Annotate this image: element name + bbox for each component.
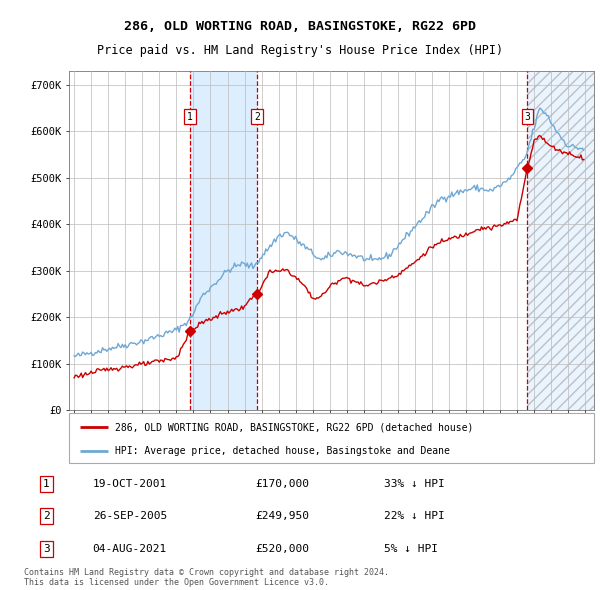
- Text: HPI: Average price, detached house, Basingstoke and Deane: HPI: Average price, detached house, Basi…: [115, 445, 450, 455]
- Text: £249,950: £249,950: [256, 512, 310, 521]
- Text: 04-AUG-2021: 04-AUG-2021: [93, 545, 167, 555]
- Text: 1: 1: [43, 479, 50, 489]
- Text: 286, OLD WORTING ROAD, BASINGSTOKE, RG22 6PD: 286, OLD WORTING ROAD, BASINGSTOKE, RG22…: [124, 20, 476, 33]
- Text: Price paid vs. HM Land Registry's House Price Index (HPI): Price paid vs. HM Land Registry's House …: [97, 44, 503, 57]
- Text: £520,000: £520,000: [256, 545, 310, 555]
- Text: 33% ↓ HPI: 33% ↓ HPI: [384, 479, 445, 489]
- Text: £170,000: £170,000: [256, 479, 310, 489]
- Text: 26-SEP-2005: 26-SEP-2005: [93, 512, 167, 521]
- Text: 3: 3: [524, 112, 530, 122]
- Text: This data is licensed under the Open Government Licence v3.0.: This data is licensed under the Open Gov…: [24, 578, 329, 587]
- Text: 2: 2: [254, 112, 260, 122]
- Text: 3: 3: [43, 545, 50, 555]
- Text: 2: 2: [43, 512, 50, 521]
- Bar: [527, 71, 594, 410]
- Text: 1: 1: [187, 112, 193, 122]
- Text: 22% ↓ HPI: 22% ↓ HPI: [384, 512, 445, 521]
- FancyBboxPatch shape: [69, 413, 594, 463]
- Text: 19-OCT-2001: 19-OCT-2001: [93, 479, 167, 489]
- Text: 286, OLD WORTING ROAD, BASINGSTOKE, RG22 6PD (detached house): 286, OLD WORTING ROAD, BASINGSTOKE, RG22…: [115, 422, 473, 432]
- Bar: [190, 71, 257, 410]
- Text: 5% ↓ HPI: 5% ↓ HPI: [384, 545, 438, 555]
- Bar: [527, 71, 594, 410]
- Text: Contains HM Land Registry data © Crown copyright and database right 2024.: Contains HM Land Registry data © Crown c…: [24, 568, 389, 577]
